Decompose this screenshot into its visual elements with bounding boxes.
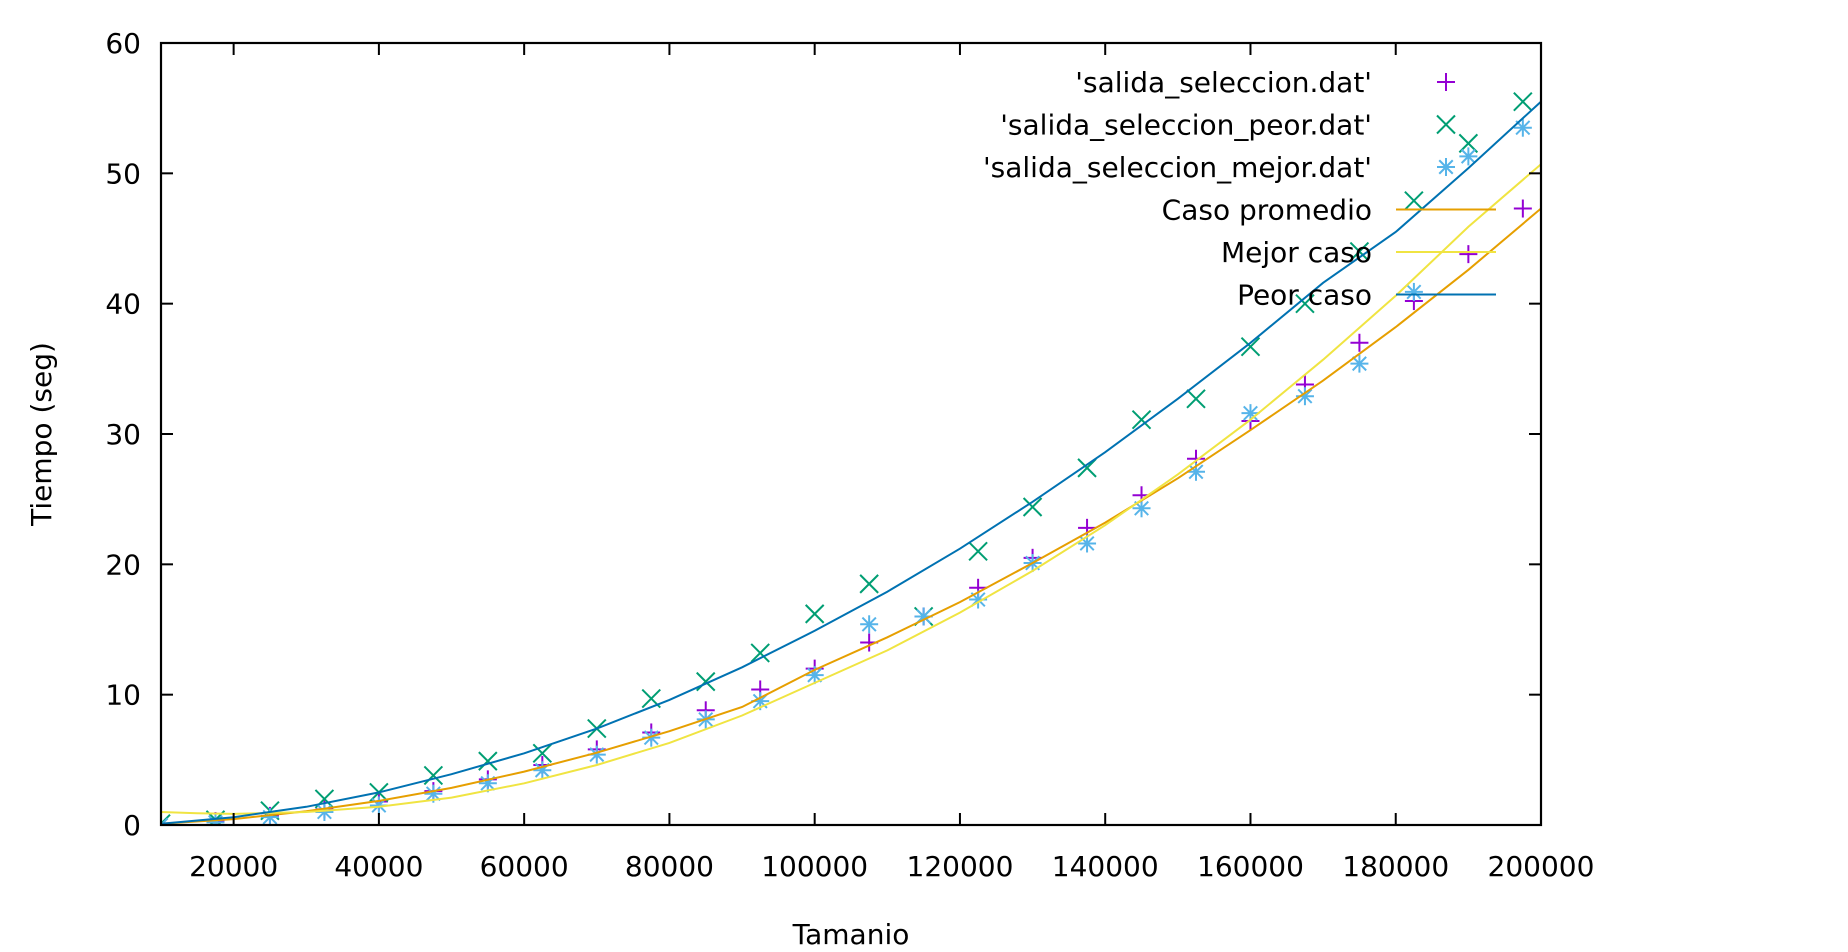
- series-3-point: [161, 816, 170, 825]
- x-tick-label: 40000: [334, 850, 423, 883]
- series-2-point: [804, 604, 825, 624]
- x-tick-label: 160000: [1197, 850, 1304, 883]
- series-3-point: [1241, 404, 1260, 423]
- series-3-point: [860, 615, 879, 634]
- legend-label: Caso promedio: [1162, 194, 1372, 227]
- series-2-point: [423, 765, 444, 786]
- series-1-point: [1513, 199, 1532, 218]
- y-tick-label: 10: [105, 679, 141, 712]
- series-1-point: [1078, 518, 1097, 537]
- series-2-point: [1349, 241, 1370, 262]
- legend-label: Mejor caso: [1221, 236, 1372, 269]
- series-2-point: [478, 751, 498, 771]
- series-2-point: [1077, 458, 1097, 478]
- series-2-point: [1295, 293, 1315, 314]
- series-2-point: [1131, 409, 1152, 430]
- series-3-point: [1132, 499, 1151, 518]
- y-tick-label: 40: [105, 288, 141, 321]
- series-3-point: [1350, 354, 1369, 373]
- series-3-point: [642, 728, 661, 747]
- series-2-point: [1404, 190, 1424, 211]
- x-tick-label: 200000: [1488, 850, 1595, 883]
- series-1-point: [1350, 333, 1369, 352]
- y-tick-label: 0: [123, 809, 141, 842]
- series-3-point: [206, 813, 225, 825]
- series-2-point: [968, 541, 988, 562]
- y-axis-title: Tiempo (seg): [25, 342, 58, 527]
- legend: 'salida_seleccion.dat' 'salida_seleccion_…: [983, 66, 1496, 312]
- series-1-point: [1459, 245, 1478, 264]
- series-2-point: [696, 671, 716, 692]
- y-tick-label: 60: [105, 27, 141, 60]
- legend-label: 'salida_seleccion_mejor.dat': [983, 151, 1372, 184]
- series-2-point: [1240, 336, 1261, 357]
- legend-marker-sample: [1437, 73, 1455, 91]
- x-tick-label: 180000: [1342, 850, 1449, 883]
- series-2-point: [1186, 389, 1206, 409]
- x-tick-label: 60000: [480, 850, 569, 883]
- legend-label: Peor caso: [1237, 279, 1372, 312]
- series-2-point: [532, 743, 553, 764]
- legend-label: 'salida_seleccion.dat': [1075, 66, 1372, 99]
- legend-marker-sample: [1436, 114, 1456, 135]
- series-2-point: [1022, 497, 1043, 517]
- marks-layer: [161, 91, 1541, 825]
- series-2-point: [859, 574, 879, 594]
- series-3-point: [587, 745, 606, 764]
- series-2-point: [1513, 91, 1533, 112]
- legend-marker-sample: [1437, 158, 1455, 176]
- y-tick-label: 30: [105, 418, 141, 451]
- x-tick-label: 100000: [761, 850, 868, 883]
- x-tick-label: 80000: [625, 850, 714, 883]
- series-3-point: [1459, 147, 1478, 166]
- series-5-line: [161, 163, 1541, 815]
- series-4-line: [161, 207, 1541, 825]
- legend-label: 'salida_seleccion_peor.dat': [1000, 109, 1372, 142]
- x-axis: 20000 40000 60000 80000 100000 120000 140000 16…: [189, 43, 1594, 883]
- series-3-point: [1295, 387, 1314, 406]
- x-tick-label: 140000: [1052, 850, 1159, 883]
- series-3-point: [1513, 118, 1532, 137]
- y-tick-label: 50: [105, 157, 141, 190]
- y-axis: 0 10 20 30 40 50 60: [105, 27, 1541, 842]
- x-axis-title: Tamanio: [792, 918, 910, 951]
- y-tick-label: 20: [105, 548, 141, 581]
- x-tick-label: 20000: [189, 850, 278, 883]
- series-3-point: [1404, 282, 1423, 301]
- series-6-line: [161, 100, 1541, 825]
- series-2-point: [750, 643, 770, 663]
- x-tick-label: 120000: [907, 850, 1014, 883]
